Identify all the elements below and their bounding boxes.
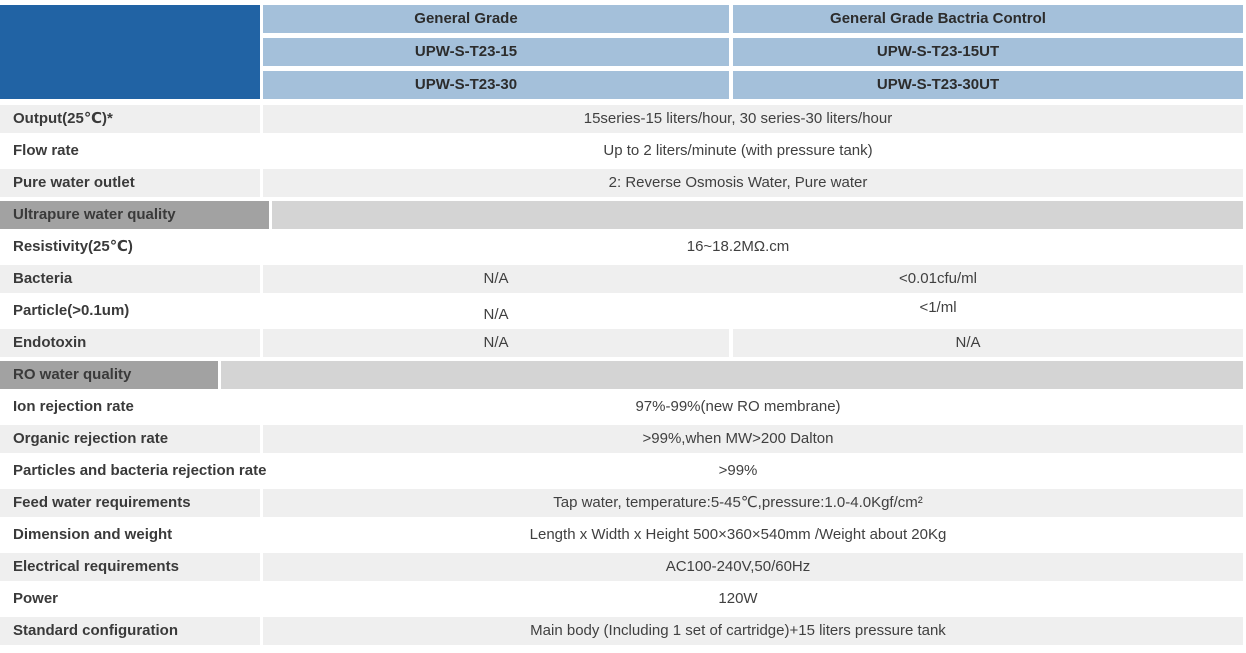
row-value: Main body (Including 1 set of cartridge)…: [263, 617, 1243, 645]
row-label: Pure water outlet: [0, 169, 260, 197]
column-header-bactria-control: General Grade Bactria Control: [733, 5, 1243, 33]
row-power: Power 120W: [0, 585, 1243, 613]
section-title: Ultrapure water quality: [0, 201, 269, 229]
value-bactria-control: N/A: [733, 329, 1243, 357]
row-label: Electrical requirements: [0, 553, 260, 581]
row-values: N/A <1/ml: [263, 297, 1243, 325]
header-row-models-30: UPW-S-T23-30 UPW-S-T23-30UT: [0, 71, 1243, 99]
row-label: Output(25℃)*: [0, 105, 260, 133]
value-bactria-control: <0.01cfu/ml: [733, 265, 1243, 293]
row-feed-water-requirements: Feed water requirements Tap water, tempe…: [0, 489, 1243, 517]
row-value: >99%: [718, 462, 758, 479]
row-value: 15series-15 liters/hour, 30 series-30 li…: [263, 105, 1243, 133]
value-general-grade: N/A: [483, 306, 509, 323]
row-value: >99%,when MW>200 Dalton: [263, 425, 1243, 453]
row-particles-bacteria-rejection-rate: Particles and bacteria rejection rate >9…: [0, 457, 1243, 485]
row-endotoxin: Endotoxin N/A N/A: [0, 329, 1243, 357]
row-label: Feed water requirements: [0, 489, 260, 517]
section-ro-water-quality: RO water quality: [0, 361, 1243, 389]
row-value: Length x Width x Height 500×360×540mm /W…: [529, 526, 947, 543]
row-values: N/A N/A: [263, 329, 1243, 357]
row-label: Bacteria: [0, 265, 260, 293]
model-upw-s-t23-30: UPW-S-T23-30: [263, 71, 729, 99]
value-general-grade: N/A: [263, 265, 729, 293]
row-particle: Particle(>0.1um) N/A <1/ml: [0, 297, 1243, 325]
row-label: Power: [13, 590, 59, 607]
row-organic-rejection-rate: Organic rejection rate >99%,when MW>200 …: [0, 425, 1243, 453]
model-upw-s-t23-30ut: UPW-S-T23-30UT: [733, 71, 1243, 99]
row-label: Endotoxin: [0, 329, 260, 357]
cell-gap: [729, 265, 733, 293]
row-output: Output(25℃)* 15series-15 liters/hour, 30…: [0, 105, 1243, 133]
row-value: AC100-240V,50/60Hz: [263, 553, 1243, 581]
row-value: 16~18.2MΩ.cm: [686, 238, 790, 255]
model-upw-s-t23-15: UPW-S-T23-15: [263, 38, 729, 66]
row-label: Dimension and weight: [13, 526, 173, 543]
row-electrical-requirements: Electrical requirements AC100-240V,50/60…: [0, 553, 1243, 581]
row-label: Organic rejection rate: [0, 425, 260, 453]
value-general-grade: N/A: [263, 329, 729, 357]
row-value: 120W: [718, 590, 758, 607]
row-standard-configuration: Standard configuration Main body (Includ…: [0, 617, 1243, 645]
header-row-models-15: UPW-S-T23-15 UPW-S-T23-15UT: [0, 38, 1243, 66]
row-resistivity: Resistivity(25℃) 16~18.2MΩ.cm: [0, 233, 1243, 261]
column-header-general-grade: General Grade: [263, 5, 729, 33]
row-ion-rejection-rate: Ion rejection rate 97%-99%(new RO membra…: [0, 393, 1243, 421]
row-value: Up to 2 liters/minute (with pressure tan…: [603, 142, 873, 159]
row-bacteria: Bacteria N/A <0.01cfu/ml: [0, 265, 1243, 293]
header-row-grades: General Grade General Grade Bactria Cont…: [0, 5, 1243, 33]
row-pure-water-outlet: Pure water outlet 2: Reverse Osmosis Wat…: [0, 169, 1243, 197]
row-label: Particle(>0.1um): [13, 302, 130, 319]
row-label: Particles and bacteria rejection rate: [13, 462, 267, 479]
row-value: Tap water, temperature:5-45℃,pressure:1.…: [263, 489, 1243, 517]
section-filler: [221, 361, 1243, 389]
row-values: N/A <0.01cfu/ml: [263, 265, 1243, 293]
row-label: Resistivity(25℃): [13, 238, 133, 255]
row-value: 2: Reverse Osmosis Water, Pure water: [263, 169, 1243, 197]
section-filler: [272, 201, 1243, 229]
row-label: Ion rejection rate: [13, 398, 134, 415]
corner-cell: [0, 5, 260, 99]
model-upw-s-t23-15ut: UPW-S-T23-15UT: [733, 38, 1243, 66]
value-bactria-control: <1/ml: [919, 299, 957, 316]
row-value: 97%-99%(new RO membrane): [635, 398, 841, 415]
row-label: Standard configuration: [0, 617, 260, 645]
row-label: Flow rate: [13, 142, 79, 159]
row-flow-rate: Flow rate Up to 2 liters/minute (with pr…: [0, 137, 1243, 165]
row-dimension-and-weight: Dimension and weight Length x Width x He…: [0, 521, 1243, 549]
section-ultrapure-water-quality: Ultrapure water quality: [0, 201, 1243, 229]
section-title: RO water quality: [0, 361, 218, 389]
